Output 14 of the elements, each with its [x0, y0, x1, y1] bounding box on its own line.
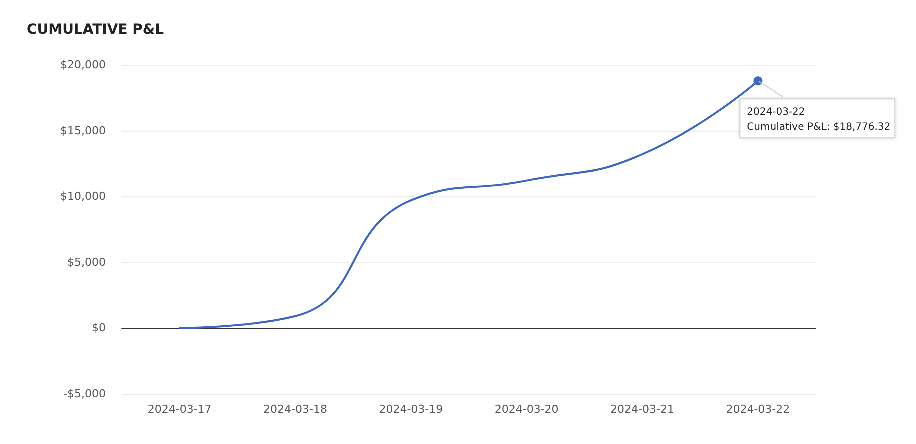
- annotation: 2024-03-22 Cumulative P&L: $18,776.32: [747, 107, 891, 134]
- x-tick-label: 2024-03-18: [264, 403, 328, 416]
- y-tick-label: $15,000: [60, 124, 106, 138]
- x-tick-label: 2024-03-21: [610, 403, 674, 416]
- x-tick-label: 2024-03-17: [148, 403, 212, 416]
- x-tick-label: 2024-03-19: [379, 403, 444, 416]
- x-tick-label: 2024-03-22: [726, 403, 790, 416]
- chart-title: CUMULATIVE P&L: [27, 22, 164, 38]
- y-tick-label: -$5,000: [64, 388, 106, 400]
- x-tick-label: 2024-03-20: [494, 403, 559, 416]
- y-tick-label: $10,000: [60, 190, 106, 204]
- y-tick-label: $0: [92, 322, 106, 335]
- y-tick-label: $5,000: [68, 256, 106, 269]
- y-tick-label: $20,000: [60, 58, 106, 72]
